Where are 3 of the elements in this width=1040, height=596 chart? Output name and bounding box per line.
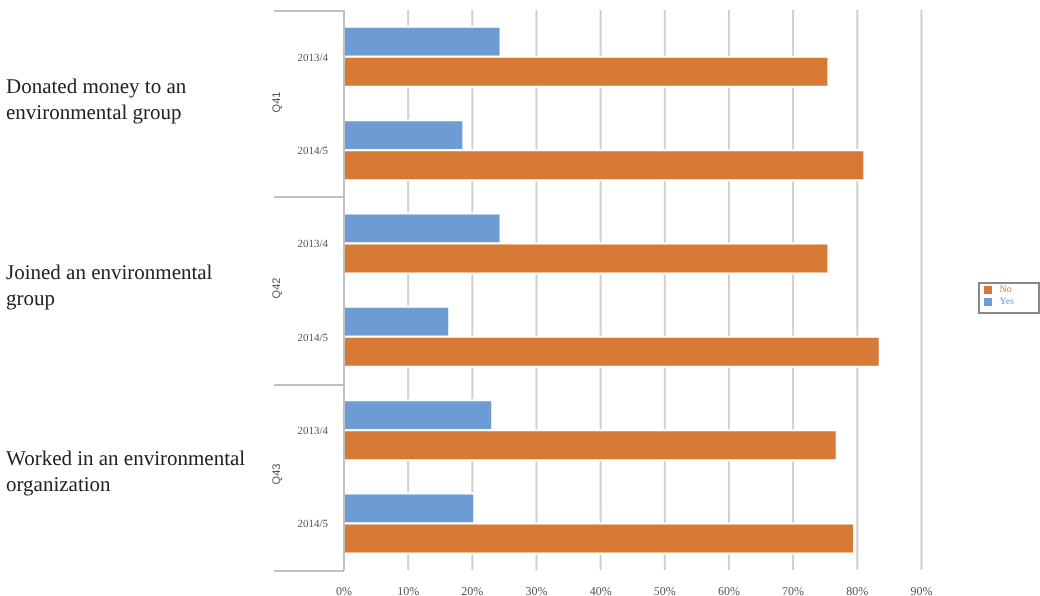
- text: Joined an environmental group: [6, 261, 215, 313]
- text: Donated money to an environmental group: [6, 74, 189, 127]
- text: Worked in an environmental organization: [6, 447, 248, 500]
